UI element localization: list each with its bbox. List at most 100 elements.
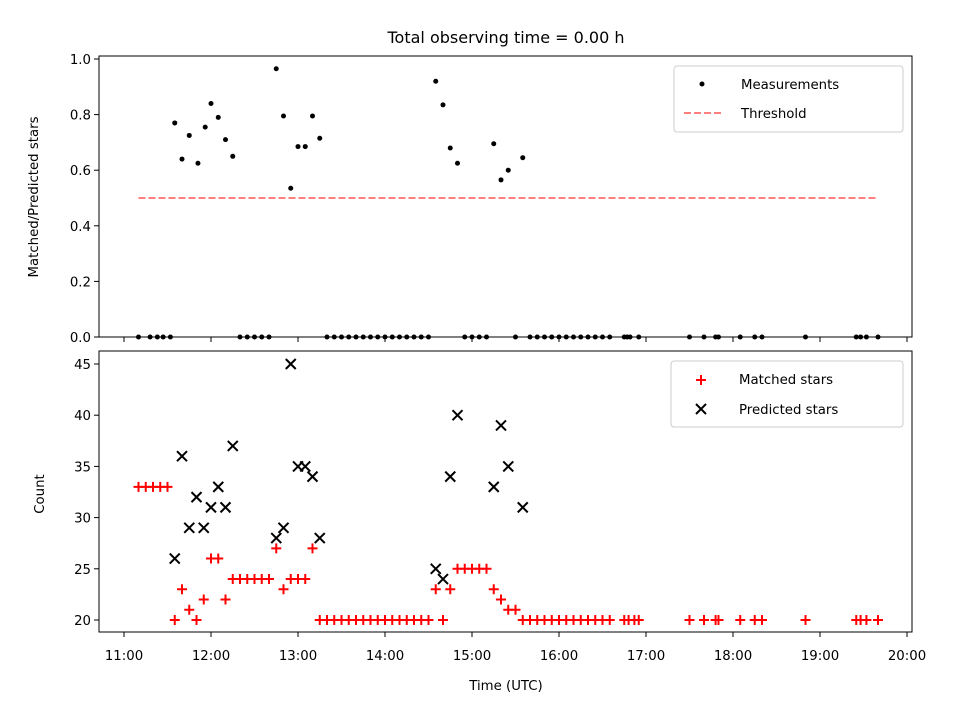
matched-star-point <box>873 615 883 625</box>
x-tick-label: 12:00 <box>192 649 230 664</box>
predicted-star-point <box>299 460 311 473</box>
bottom-legend: Matched stars Predicted stars <box>670 360 904 428</box>
top-y-tick-label: 0.4 <box>70 220 91 235</box>
matched-star-point <box>757 615 767 625</box>
predicted-star-point <box>190 491 203 503</box>
measurement-point <box>433 78 439 84</box>
predicted-star-point <box>437 573 449 585</box>
matched-star-point <box>184 604 195 615</box>
bottom-y-axis-label: Count <box>33 474 48 514</box>
legend-predicted-marker <box>695 403 707 415</box>
x-tick-label: 20:00 <box>888 649 926 664</box>
measurement-point <box>505 167 511 173</box>
measurement-point <box>281 113 286 119</box>
x-tick-label: 17:00 <box>627 649 665 664</box>
bottom-y-tick-label: 40 <box>74 409 91 424</box>
predicted-star-point <box>205 501 217 514</box>
legend-matched-marker <box>696 375 706 385</box>
matched-star-point <box>278 584 289 595</box>
top-y-tick-label: 0.0 <box>70 331 91 346</box>
top-y-tick-label: 0.8 <box>70 109 91 124</box>
measurement-point <box>288 185 294 191</box>
matched-star-point <box>169 615 180 625</box>
measurement-point <box>230 153 236 159</box>
figure-title: Total observing time = 0.00 h <box>386 28 624 47</box>
x-tick-label: 11:00 <box>105 649 143 664</box>
x-tick-label: 13:00 <box>279 649 317 664</box>
predicted-star-point <box>219 501 232 514</box>
top-axes-frame <box>98 55 913 338</box>
predicted-star-point <box>444 470 456 483</box>
top-legend: Measurements Threshold <box>673 65 904 133</box>
measurement-point <box>317 135 323 141</box>
measurement-point <box>520 155 526 161</box>
matched-star-point <box>423 615 434 625</box>
top-legend-box <box>673 65 904 133</box>
predicted-star-point <box>488 481 500 493</box>
measurement-point <box>273 66 279 72</box>
measurement-point <box>179 156 185 162</box>
matched-star-point <box>307 543 318 554</box>
bottom-panel: 20 25 30 35 40 45 11:00 12:00 13:00 14:00 15:00 16:… <box>33 350 926 694</box>
x-tick-label: 19:00 <box>801 649 839 664</box>
measurement-point <box>195 160 201 166</box>
matched-star-point <box>191 615 202 625</box>
matched-star-point <box>496 594 506 605</box>
matched-star-point <box>481 563 492 574</box>
predicted-star-point <box>270 532 282 544</box>
measurement-point <box>172 120 178 126</box>
matched-star-point <box>861 615 872 625</box>
measurement-point <box>186 132 192 138</box>
matched-star-point <box>271 543 282 554</box>
matched-star-point <box>735 615 746 625</box>
x-tick-label: 18:00 <box>714 649 752 664</box>
matched-star-point <box>488 584 499 595</box>
predicted-star-point <box>451 409 464 421</box>
predicted-star-point <box>430 563 442 575</box>
predicted-star-point <box>227 440 239 452</box>
matched-star-point <box>713 615 724 625</box>
measurement-point <box>302 144 308 150</box>
measurement-point <box>455 160 460 166</box>
top-y-tick-label: 0.2 <box>70 275 91 290</box>
matched-star-point <box>430 584 441 595</box>
predicted-star-point <box>212 481 224 493</box>
measurement-point <box>491 141 497 147</box>
top-y-tick-label: 0.6 <box>70 164 91 179</box>
bottom-y-tick-label: 45 <box>74 358 91 373</box>
predicted-star-point <box>176 450 188 462</box>
legend-measurements-label: Measurements <box>741 78 839 93</box>
matched-star-point <box>198 594 209 605</box>
predicted-star-point <box>314 532 326 544</box>
predicted-star-point <box>285 358 297 370</box>
top-y-axis-label: Matched/Predicted stars <box>27 116 42 277</box>
matched-star-point <box>177 584 187 595</box>
measurement-point <box>208 100 214 106</box>
matched-star-point <box>699 615 709 625</box>
predicted-star-point <box>517 501 529 514</box>
bottom-plot-area: 20 25 30 35 40 45 11:00 12:00 13:00 14:00 15:00 16:… <box>74 358 926 664</box>
predicted-star-point <box>198 522 210 534</box>
measurement-point <box>295 144 301 150</box>
measurement-point <box>215 114 221 120</box>
bottom-y-tick-label: 25 <box>74 563 91 578</box>
legend-threshold-label: Threshold <box>740 107 807 122</box>
bottom-y-tick-label: 20 <box>74 614 91 629</box>
predicted-star-point <box>502 460 514 473</box>
x-tick-label: 16:00 <box>540 649 578 664</box>
measurement-point <box>310 113 315 119</box>
x-tick-label: 14:00 <box>366 649 404 664</box>
matched-star-point <box>633 615 644 625</box>
matched-star-point <box>510 604 521 615</box>
matched-star-point <box>162 481 173 492</box>
measurement-point <box>202 124 208 130</box>
measurement-point <box>447 145 453 151</box>
legend-measurements-marker <box>699 81 705 87</box>
matched-star-point <box>445 584 456 595</box>
matched-star-point <box>264 574 274 585</box>
bottom-legend-box <box>670 360 904 428</box>
legend-predicted-label: Predicted stars <box>739 403 838 418</box>
matched-star-point <box>684 615 695 625</box>
measurement-point <box>498 177 504 183</box>
